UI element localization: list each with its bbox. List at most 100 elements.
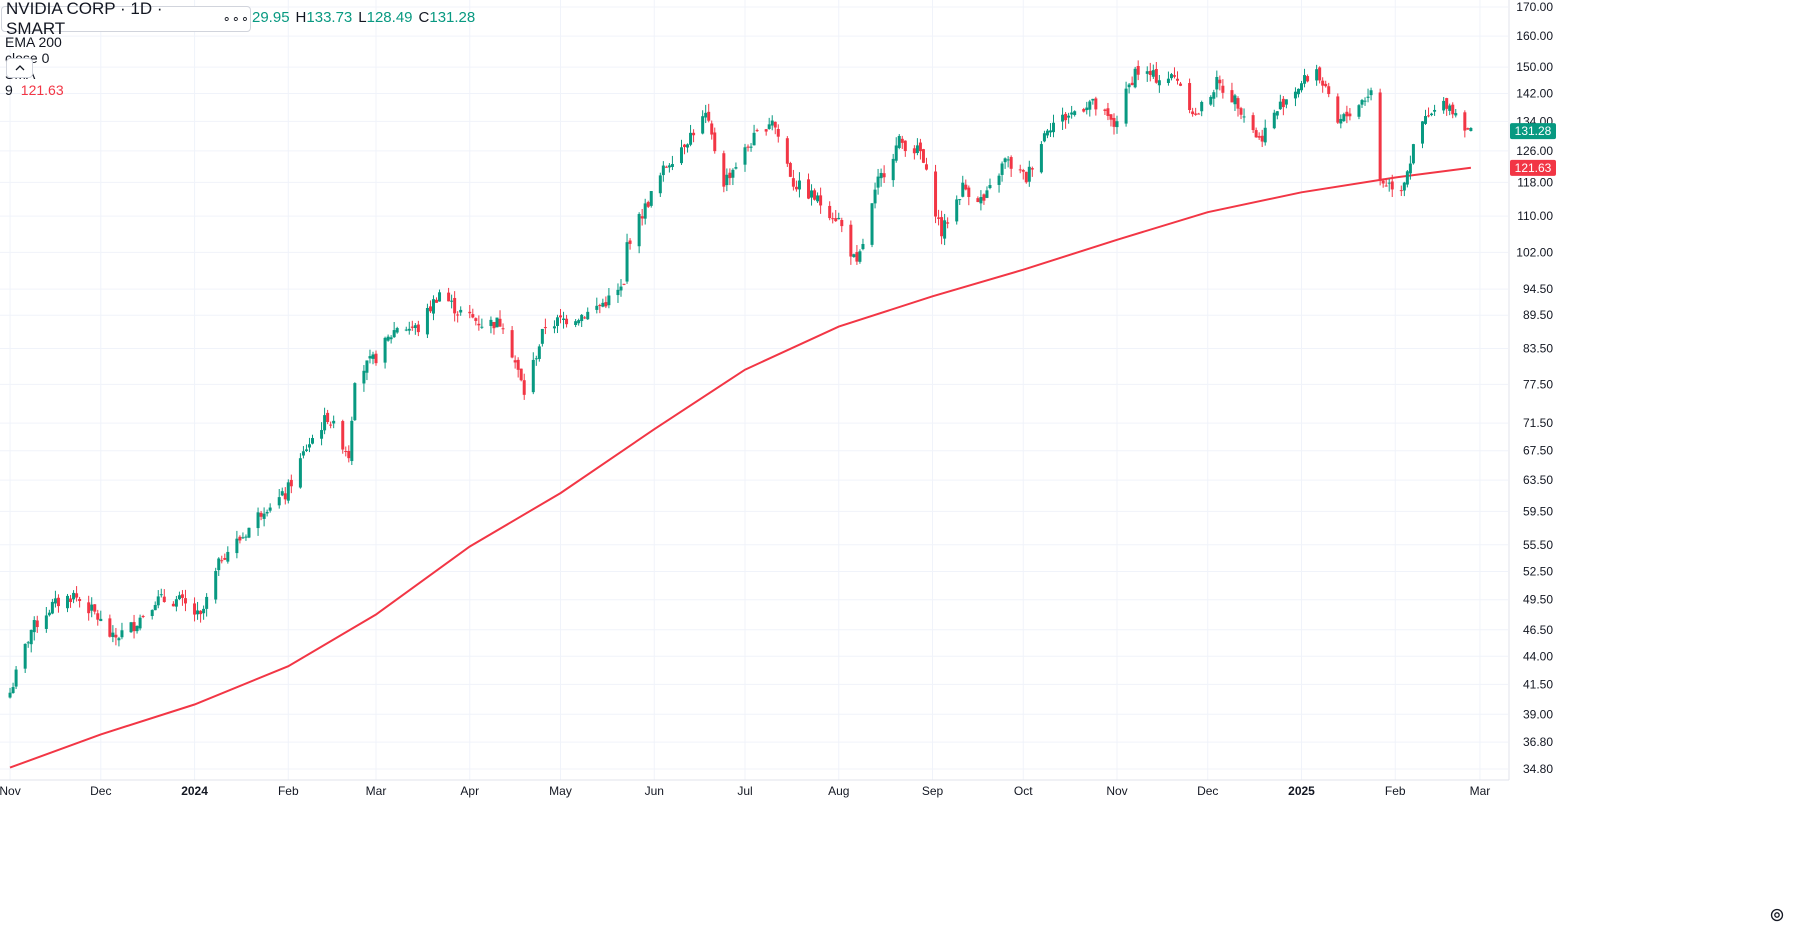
close-label: C [418, 9, 430, 26]
candle [794, 180, 798, 192]
candle [616, 283, 620, 303]
candle [141, 614, 145, 619]
more-icon[interactable]: ∘∘∘ [222, 11, 250, 26]
candle [622, 283, 626, 286]
candle [1430, 112, 1434, 117]
candle [1176, 71, 1180, 85]
symbol-title[interactable]: NVIDIA CORP · 1D · SMART ∘∘∘ [1, 0, 251, 38]
candle [637, 212, 641, 254]
candle [967, 185, 971, 206]
x-tick-label: Feb [278, 784, 299, 798]
candle [407, 321, 411, 335]
candle [713, 127, 717, 154]
candle [383, 336, 387, 369]
candle [199, 610, 203, 623]
candle [640, 208, 644, 226]
candle [1405, 169, 1409, 188]
candle [876, 168, 880, 195]
candle [903, 140, 907, 157]
candle [683, 143, 687, 155]
candle [667, 163, 671, 173]
candle [1469, 127, 1473, 132]
candle [988, 178, 992, 190]
candle [1212, 89, 1216, 107]
candle [810, 184, 814, 206]
candle [583, 315, 587, 320]
candle [389, 335, 393, 344]
candle [1454, 108, 1458, 118]
candle [534, 355, 538, 366]
candle [56, 594, 60, 613]
candle [1148, 62, 1152, 82]
last-price-tag: 131.28 [1510, 123, 1556, 140]
candle [1360, 98, 1364, 108]
candle [797, 172, 801, 198]
candle [1411, 143, 1415, 165]
candle [66, 593, 70, 613]
candle [934, 164, 938, 224]
candle [174, 595, 178, 612]
candle [849, 220, 853, 265]
candle [1387, 178, 1391, 192]
candle [329, 421, 333, 429]
ema-price-tag: 121.63 [1510, 159, 1556, 176]
candle [855, 245, 859, 265]
candle [395, 326, 399, 334]
candle [47, 609, 51, 617]
candle [788, 161, 792, 178]
y-tick-label: 52.50 [1523, 564, 1553, 578]
chart-settings-button[interactable] [1766, 904, 1788, 926]
candle [1363, 97, 1367, 106]
high-value: 133.73 [306, 9, 353, 26]
time-axis[interactable]: Nov Dec 2024 Feb Mar Apr May Jun Jul Aug Sep Oct Nov… [0, 779, 1509, 798]
candle [1027, 160, 1031, 187]
candle [1106, 102, 1110, 121]
candle [979, 190, 983, 211]
candle [746, 144, 750, 152]
y-tick-label: 83.50 [1523, 342, 1553, 356]
candle [900, 135, 904, 149]
candle [171, 601, 175, 607]
candle [1064, 111, 1068, 129]
candle [743, 143, 747, 172]
x-tick-label: Apr [460, 784, 479, 798]
candle [1112, 113, 1116, 135]
candle [1306, 74, 1310, 83]
candle [425, 303, 429, 339]
candle [773, 121, 777, 135]
candle [586, 307, 590, 320]
candle [1336, 93, 1340, 124]
y-tick-label: 67.50 [1523, 444, 1553, 458]
candle [664, 165, 668, 168]
candle [643, 198, 647, 225]
candle [132, 614, 136, 639]
candle [205, 593, 209, 617]
collapse-legend-button[interactable] [6, 58, 33, 78]
candle [837, 212, 841, 220]
candle [286, 479, 290, 504]
candle [1070, 105, 1074, 119]
y-tick-label: 89.50 [1523, 308, 1553, 322]
candle [722, 150, 726, 193]
candle [90, 597, 94, 618]
low-label: L [358, 9, 367, 26]
x-tick-label: Sep [922, 784, 944, 798]
candle [692, 129, 696, 143]
candle [304, 444, 308, 453]
candle [11, 682, 15, 694]
y-tick-label: 102.00 [1516, 245, 1553, 259]
candle [326, 409, 330, 425]
y-tick-label: 142.00 [1516, 86, 1553, 100]
candle [628, 238, 632, 250]
x-tick-label: Mar [1470, 784, 1491, 798]
ohlc-open-fragment: 29.95 [252, 9, 290, 26]
candle [734, 162, 738, 170]
candle [44, 607, 48, 633]
price-axis[interactable]: 170.00160.00150.00142.00134.00126.00118.… [1508, 0, 1553, 780]
candle [955, 195, 959, 225]
candle [153, 601, 157, 611]
candle [710, 120, 714, 140]
x-tick-label: Mar [366, 784, 387, 798]
candle [1427, 107, 1431, 118]
